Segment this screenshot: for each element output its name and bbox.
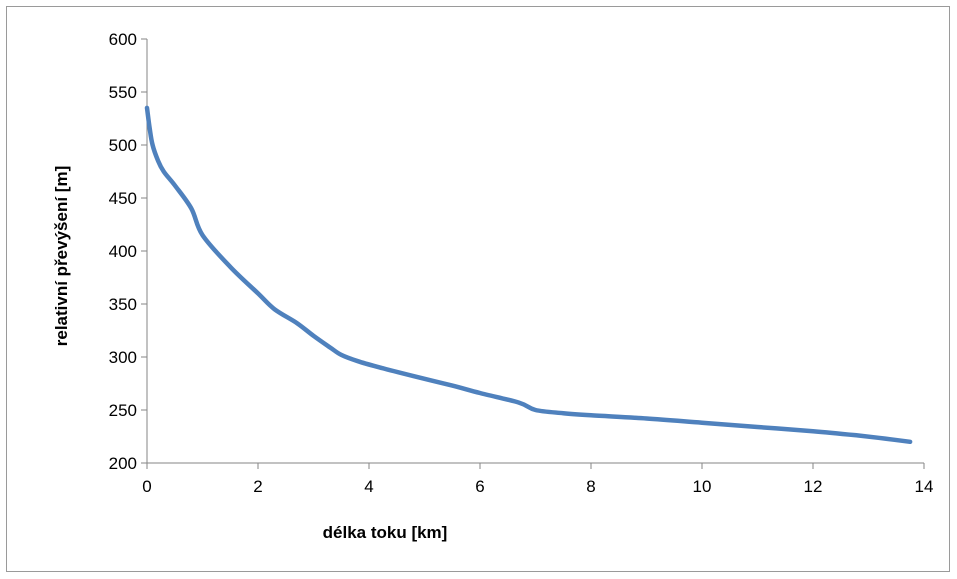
y-tick-label: 200 (109, 454, 137, 473)
x-tick-label: 2 (253, 477, 262, 496)
y-tick-label: 550 (109, 83, 137, 102)
chart-frame: 200 250 300 350 400 450 500 550 600 0 2 4 6 8 10 12 14 d… (6, 6, 950, 572)
y-tick-label: 600 (109, 30, 137, 49)
y-tick-label: 300 (109, 348, 137, 367)
x-tick-label: 6 (475, 477, 484, 496)
y-axis-title: relativní převýšení [m] (52, 166, 71, 346)
y-tick-label: 250 (109, 401, 137, 420)
x-tick-label: 8 (586, 477, 595, 496)
x-tick-label: 10 (693, 477, 712, 496)
x-tick-label: 4 (364, 477, 373, 496)
x-tick-label: 0 (142, 477, 151, 496)
series-layer (144, 105, 913, 445)
y-tick-label: 350 (109, 295, 137, 314)
y-tick-label: 450 (109, 189, 137, 208)
axes (146, 39, 924, 464)
x-tick-label: 14 (915, 477, 934, 496)
y-tick-label: 500 (109, 136, 137, 155)
x-tick-label: 12 (804, 477, 823, 496)
x-axis-title: délka toku [km] (323, 523, 448, 542)
ticks: 200 250 300 350 400 450 500 550 600 0 2 4 6 8 10 12 14 (109, 30, 934, 496)
y-tick-label: 400 (109, 242, 137, 261)
series-line (144, 105, 913, 445)
line-chart: 200 250 300 350 400 450 500 550 600 0 2 4 6 8 10 12 14 d… (52, 30, 934, 542)
